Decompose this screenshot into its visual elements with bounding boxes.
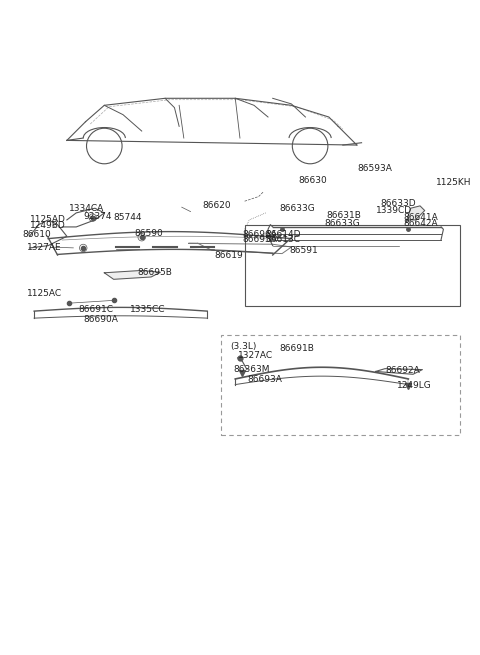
Text: 86630: 86630	[299, 176, 327, 185]
Text: 86696A: 86696A	[242, 230, 277, 239]
Text: 1249LG: 1249LG	[396, 381, 432, 390]
Text: 86633G: 86633G	[324, 219, 360, 228]
Text: 86693A: 86693A	[247, 375, 282, 384]
Text: 86619: 86619	[214, 251, 243, 260]
Text: 86620: 86620	[203, 201, 231, 210]
Text: 1125AD: 1125AD	[29, 215, 65, 225]
Text: 1327AE: 1327AE	[27, 242, 62, 252]
Text: (3.3L): (3.3L)	[230, 341, 257, 350]
Text: 86691B: 86691B	[280, 344, 314, 353]
Text: 86641A: 86641A	[404, 213, 438, 222]
Text: 86692A: 86692A	[385, 366, 420, 375]
Text: 86591: 86591	[289, 246, 318, 255]
Text: 1327AC: 1327AC	[238, 351, 273, 360]
Text: 86614D: 86614D	[265, 230, 301, 239]
Text: 86363M: 86363M	[233, 365, 269, 374]
Text: 86610: 86610	[23, 231, 51, 239]
Text: 86590: 86590	[135, 229, 164, 238]
Text: 86633G: 86633G	[280, 204, 315, 213]
Text: 1125KH: 1125KH	[436, 178, 472, 187]
Text: 86690A: 86690A	[83, 314, 118, 324]
Polygon shape	[406, 206, 425, 222]
Bar	[221, 335, 460, 435]
Text: 86613C: 86613C	[265, 235, 300, 244]
Text: 86593A: 86593A	[357, 164, 392, 173]
Text: 86631B: 86631B	[326, 211, 361, 219]
Text: 86695A: 86695A	[242, 235, 277, 244]
Text: 1339CD: 1339CD	[375, 206, 412, 215]
Polygon shape	[104, 271, 160, 279]
Text: 1334CA: 1334CA	[69, 204, 105, 213]
Text: 1249BD: 1249BD	[29, 221, 65, 230]
Text: 85744: 85744	[114, 213, 142, 221]
Text: 86691C: 86691C	[79, 305, 114, 314]
Text: 1125AC: 1125AC	[27, 290, 62, 298]
Text: 1335CC: 1335CC	[130, 305, 166, 314]
Text: 92374: 92374	[83, 212, 112, 221]
Text: 86695B: 86695B	[137, 269, 172, 277]
Text: 86633D: 86633D	[380, 199, 416, 208]
Bar	[245, 225, 460, 307]
Text: 86642A: 86642A	[404, 219, 438, 228]
